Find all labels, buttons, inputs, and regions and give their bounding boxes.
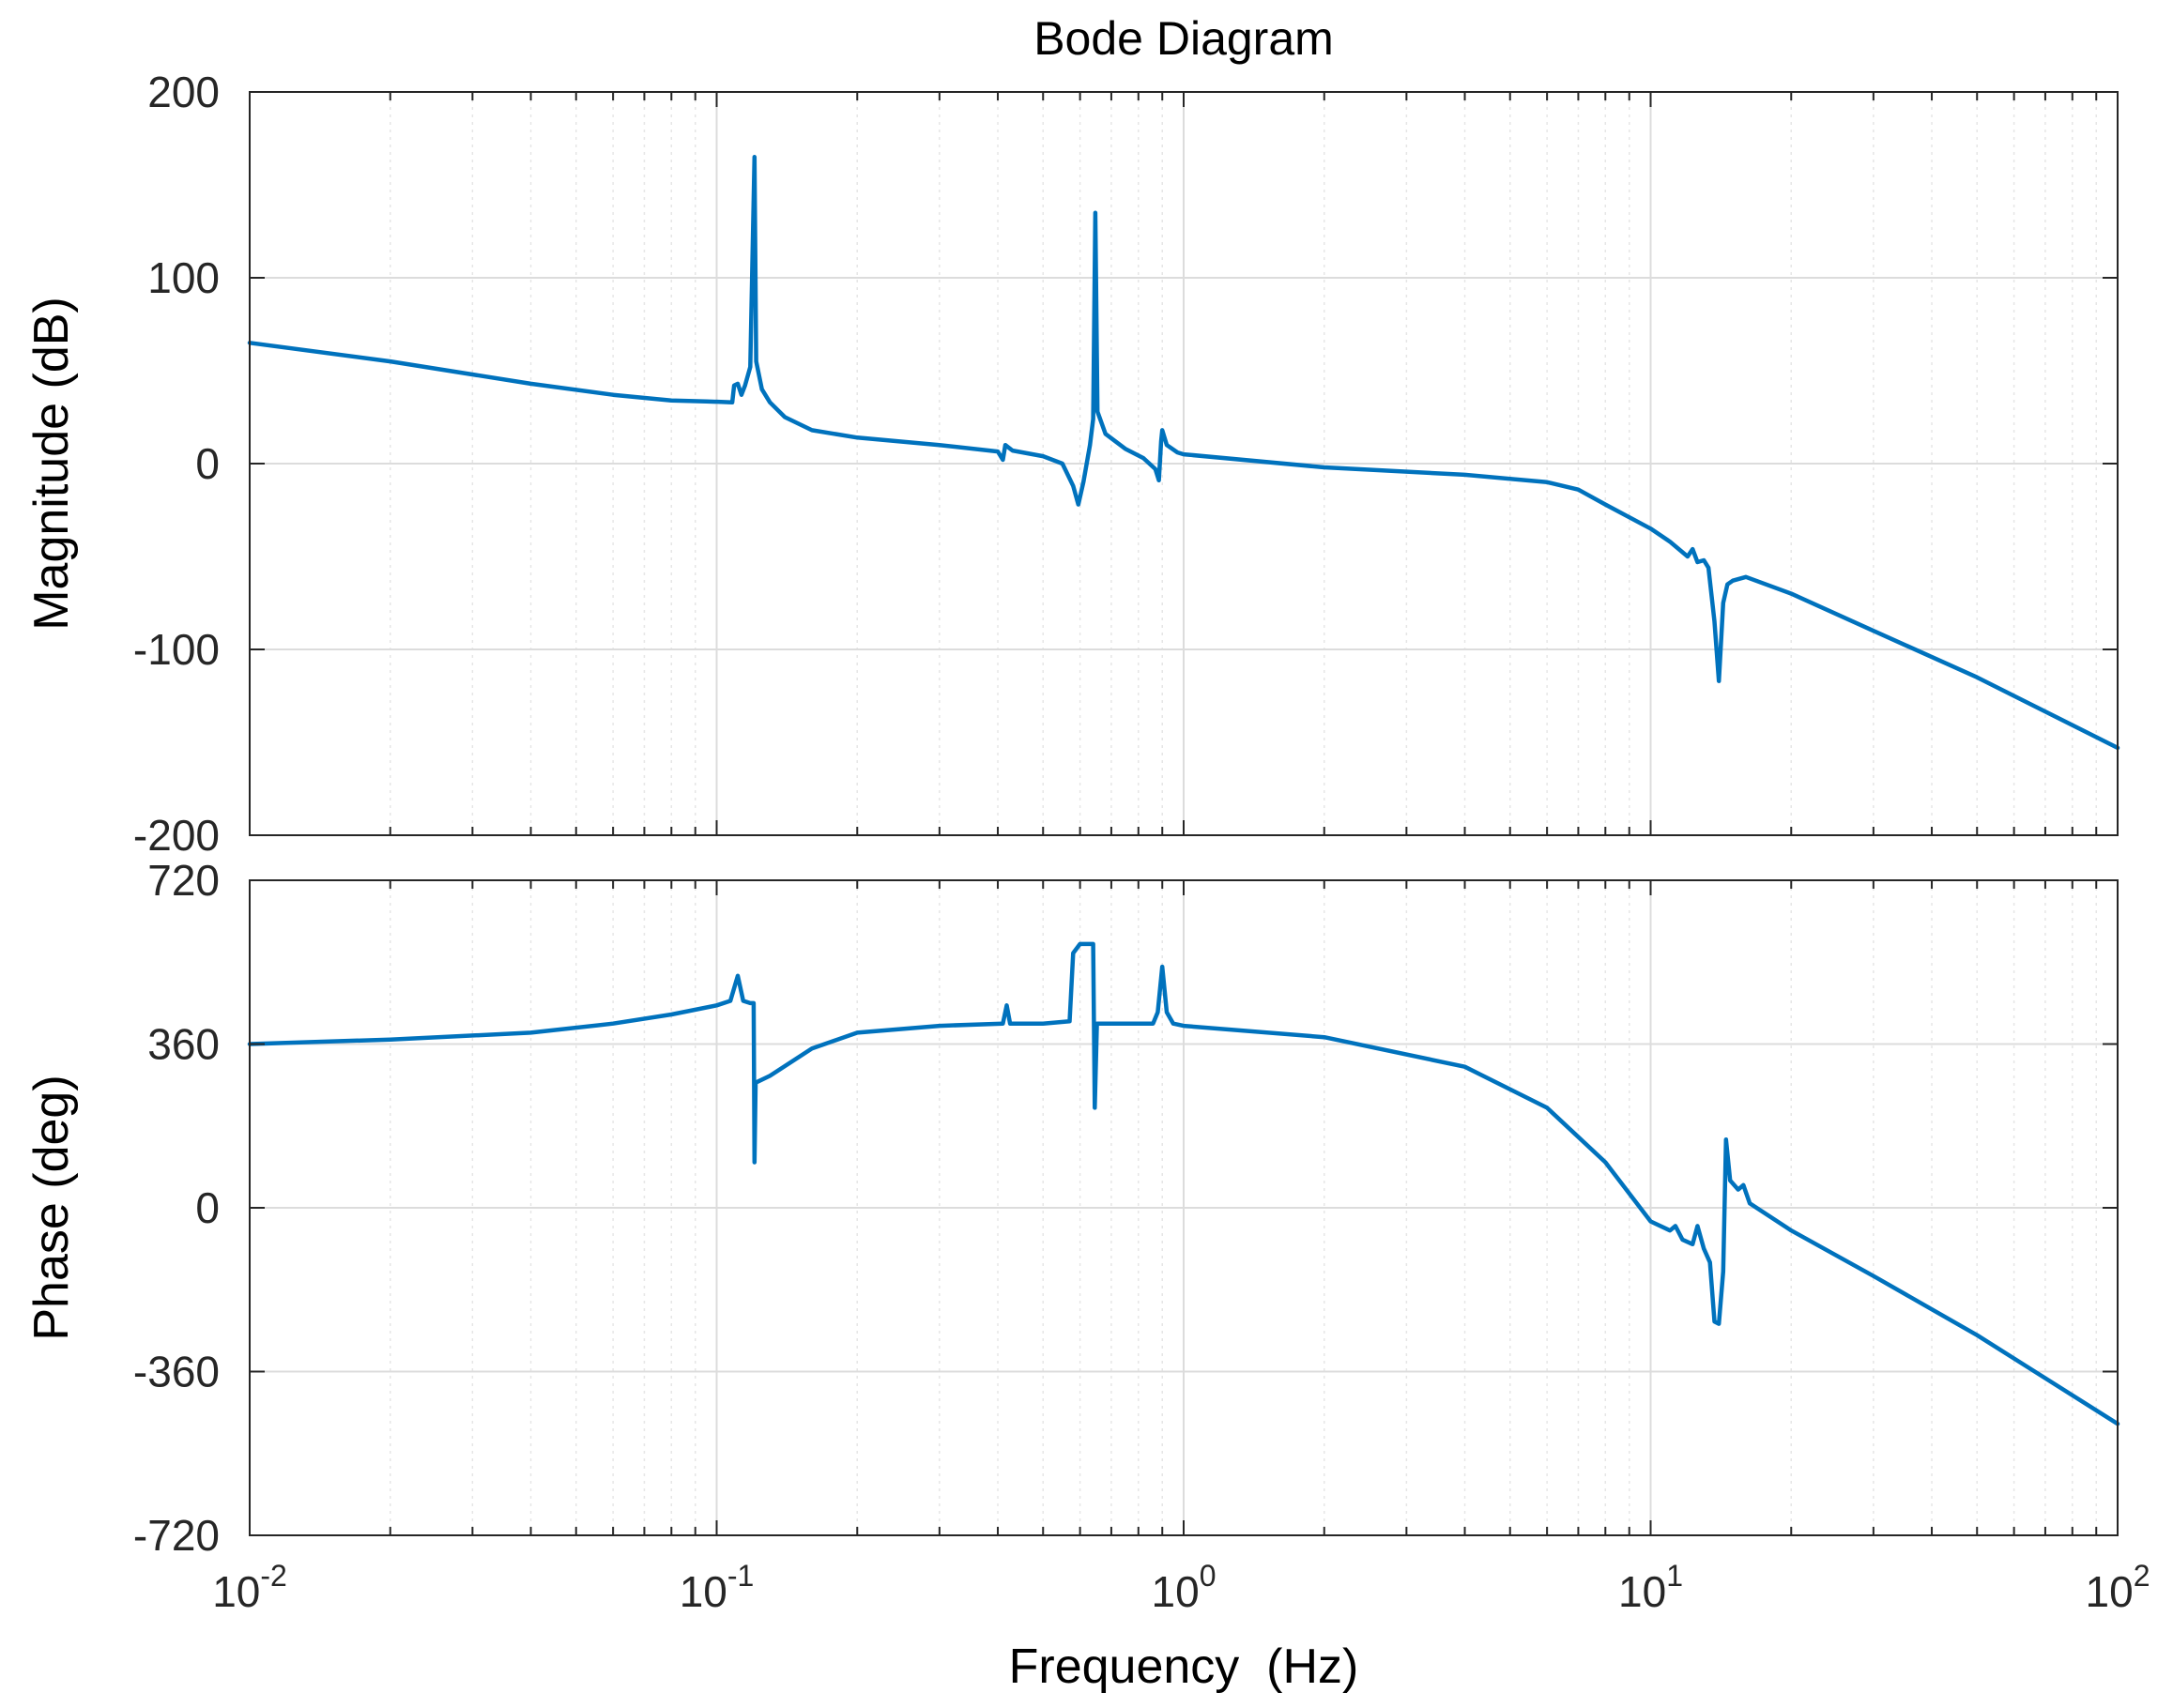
magnitude-ylabel: Magnitude (dB) [24,297,79,631]
magnitude-grid [250,92,2118,835]
y-tick-label: 100 [147,253,220,302]
y-tick-label: 200 [147,68,220,116]
y-tick-label: 720 [147,856,220,905]
x-tick-label: 100 [1152,1559,1217,1616]
phase-ticks: -720 -360 0 360 720 10-2 10-1 100 101 102 [133,856,2150,1616]
x-axis-label: Frequency (Hz) [1009,1639,1359,1694]
y-tick-label: 0 [195,439,220,488]
magnitude-ticks: -200 -100 0 100 200 [133,68,2118,860]
magnitude-series [247,155,2120,751]
phase-series [247,941,2120,1426]
y-tick-label: 360 [147,1020,220,1069]
y-tick-label: -360 [133,1348,220,1396]
x-tick-label: 10-1 [680,1559,755,1616]
y-tick-label: -200 [133,811,220,860]
y-tick-label: -720 [133,1511,220,1560]
x-tick-label: 10-2 [212,1559,287,1616]
x-tick-label: 101 [1618,1559,1683,1616]
phase-grid [250,880,2118,1535]
phase-line [247,941,2120,1426]
phase-ylabel: Phase (deg) [24,1075,79,1340]
y-tick-label: 0 [195,1183,220,1232]
y-tick-label: -100 [133,625,220,674]
chart-title: Bode Diagram [1033,12,1334,65]
magnitude-line [247,155,2120,751]
x-tick-label: 102 [2086,1559,2150,1616]
